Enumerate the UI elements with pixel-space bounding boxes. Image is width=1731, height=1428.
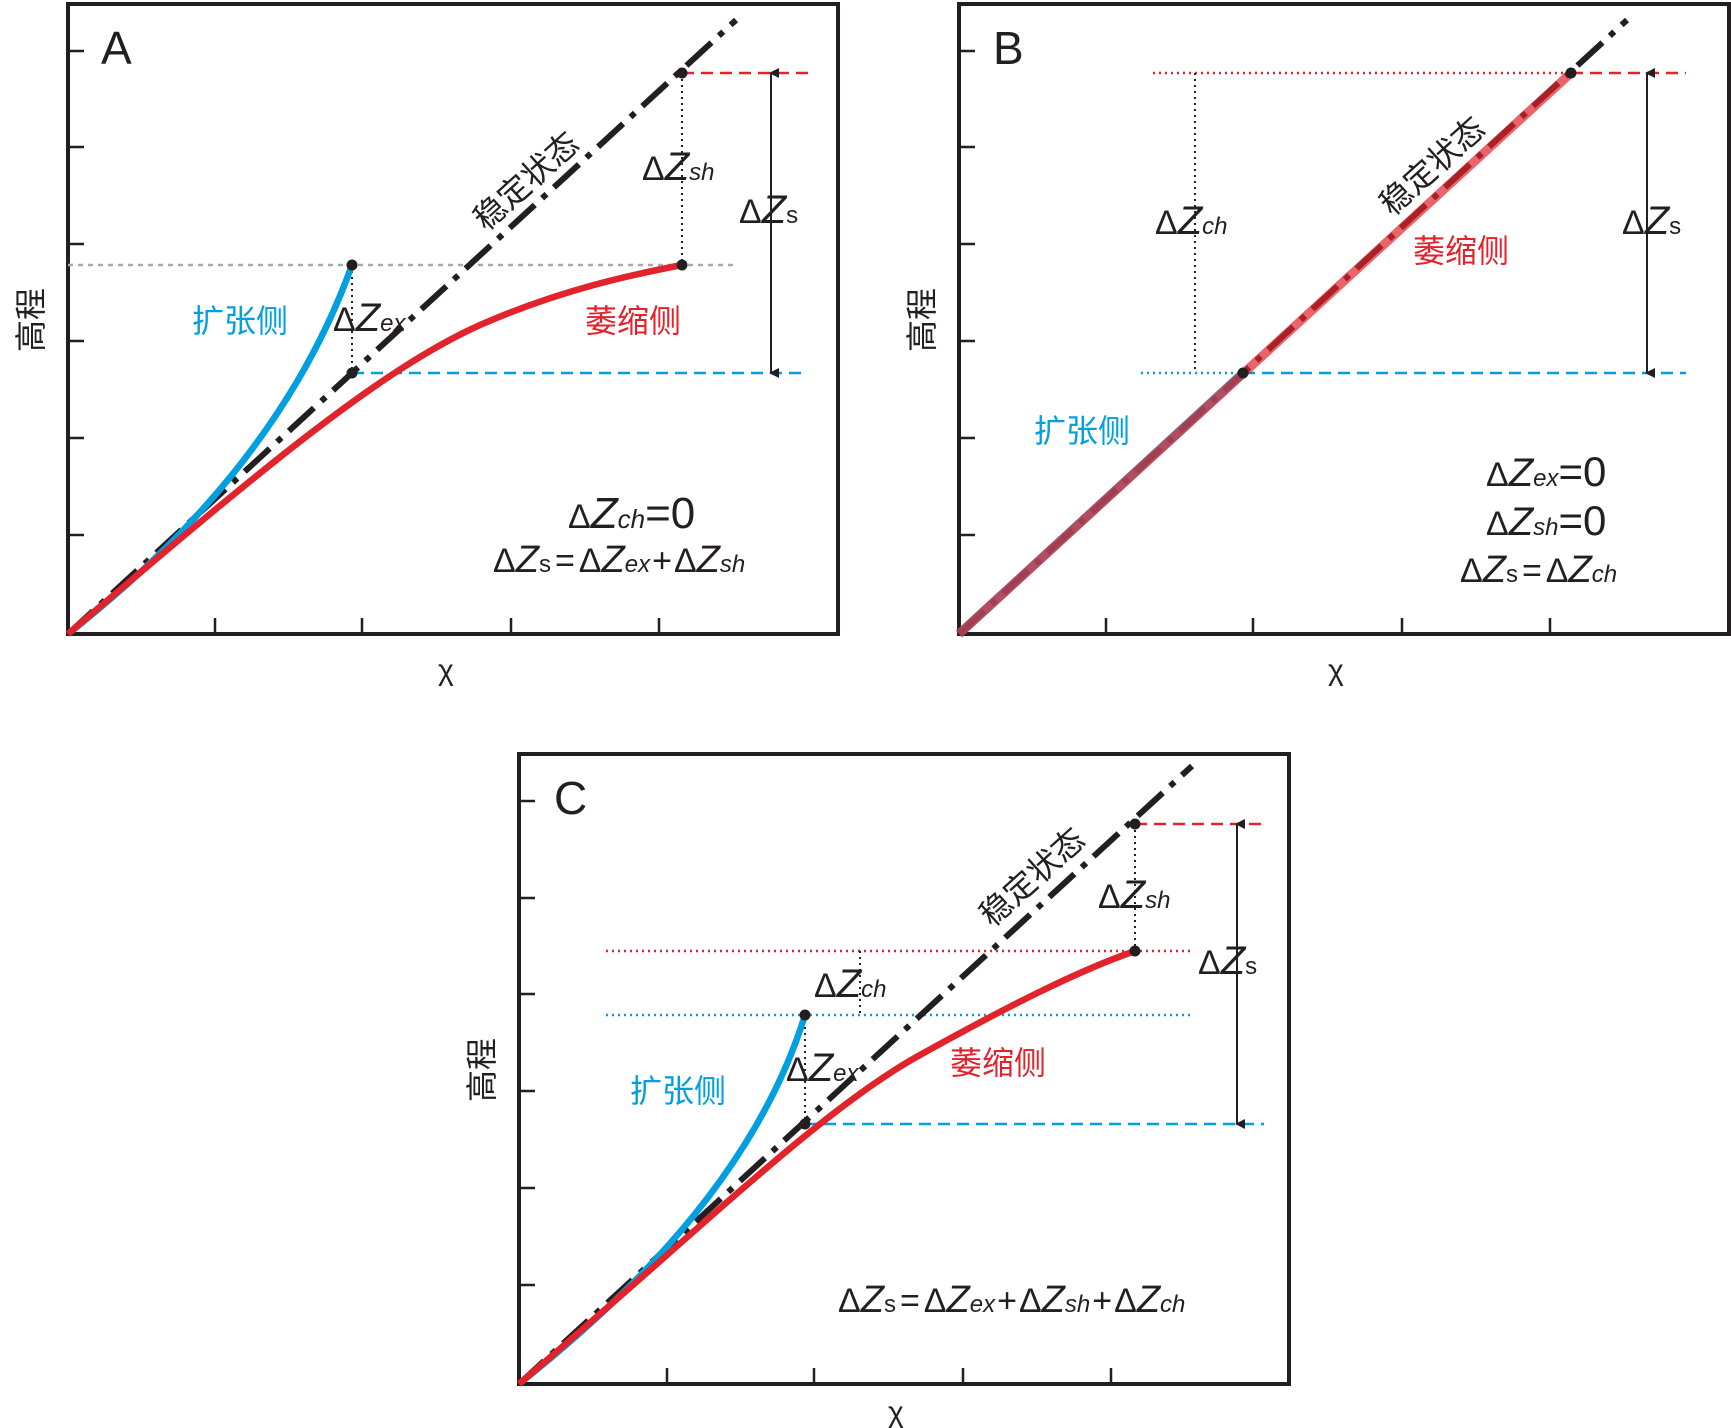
panel-a-point <box>346 259 358 271</box>
panel-c-dzch-label: ΔZch <box>814 962 887 1006</box>
panel-c-contraction-curve <box>516 947 1137 1387</box>
panel-c: C 稳定状态 扩张侧 萎缩侧 ΔZch ΔZex ΔZsh ΔZs ΔZs = ΔZ… <box>464 752 1291 1428</box>
panel-a-steady-label: 稳定状态 <box>467 125 586 237</box>
panel-c-point <box>1129 945 1141 957</box>
panel-b-contraction-curve <box>955 69 1575 638</box>
panel-c-expansion-curve <box>516 1014 809 1387</box>
panel-a-letter: A <box>101 22 132 74</box>
panel-c-xlabel: χ <box>888 1396 904 1428</box>
panel-b-frame <box>957 2 1731 636</box>
panel-b-expansion-label: 扩张侧 <box>1034 413 1130 449</box>
panel-b-point <box>1565 67 1577 79</box>
panel-c-ylabel: 高程 <box>464 1038 500 1102</box>
panel-b-eq1: ΔZex=0 <box>1486 448 1606 495</box>
panel-a-eq1: ΔZch=0 <box>568 489 695 538</box>
panel-a-point <box>676 259 688 271</box>
panel-a-eq2: ΔZs = ΔZex+ΔZsh <box>493 539 745 581</box>
panel-a-frame <box>66 2 840 636</box>
panel-c-point <box>1129 818 1141 830</box>
panel-c-point <box>799 1118 811 1130</box>
panel-b-xlabel: χ <box>1328 654 1344 687</box>
panel-a-contraction-curve <box>65 261 683 637</box>
panel-c-eq1: ΔZs = ΔZex+ΔZsh+ΔZch <box>838 1279 1185 1321</box>
panel-a-contraction-label: 萎缩侧 <box>585 303 681 339</box>
panel-a-dzs-label: ΔZs <box>739 188 798 232</box>
panel-b-contraction-label: 萎缩侧 <box>1413 233 1509 269</box>
panel-a-dzex-label: ΔZex <box>333 296 407 340</box>
panel-a-dzsh-label: ΔZsh <box>642 145 715 189</box>
panel-b-y-ticks <box>959 49 975 537</box>
panel-b-ylabel: 高程 <box>904 288 940 352</box>
panel-b-x-ticks <box>1104 618 1552 634</box>
panel-a-point <box>676 67 688 79</box>
panel-a-expansion-label: 扩张侧 <box>192 303 288 339</box>
panel-b-eq2: ΔZsh=0 <box>1486 497 1606 544</box>
panel-c-frame <box>517 752 1291 1386</box>
panel-a: A 稳定状态 扩张侧 萎缩侧 ΔZex ΔZsh ΔZs ΔZch=0 ΔZs =… <box>13 2 840 687</box>
panel-c-expansion-label: 扩张侧 <box>630 1073 726 1109</box>
panel-c-dzex-label: ΔZex <box>786 1046 860 1090</box>
panel-a-point <box>346 367 358 379</box>
panel-c-x-ticks <box>665 1368 1113 1384</box>
panel-a-xlabel: χ <box>438 654 454 687</box>
panel-c-point <box>799 1009 811 1021</box>
panel-b-point <box>1237 367 1249 379</box>
panel-c-y-ticks <box>519 799 535 1287</box>
panel-a-ylabel: 高程 <box>13 288 49 352</box>
panel-b: B 稳定状态 萎缩侧 扩张侧 ΔZch ΔZs ΔZex=0 ΔZsh=0 ΔZ… <box>904 2 1731 687</box>
panel-a-x-ticks <box>213 618 661 634</box>
panel-c-dzsh-label: ΔZsh <box>1098 873 1171 917</box>
panel-b-dzs-label: ΔZs <box>1622 199 1681 243</box>
panel-c-contraction-label: 萎缩侧 <box>950 1045 1046 1081</box>
panel-a-y-ticks <box>68 49 84 537</box>
panel-c-dzs-label: ΔZs <box>1198 939 1257 983</box>
panel-c-letter: C <box>554 772 587 824</box>
panel-b-letter: B <box>993 22 1024 74</box>
panel-b-dzch-label: ΔZch <box>1155 199 1228 243</box>
panel-b-eq3: ΔZs = ΔZch <box>1460 549 1617 591</box>
